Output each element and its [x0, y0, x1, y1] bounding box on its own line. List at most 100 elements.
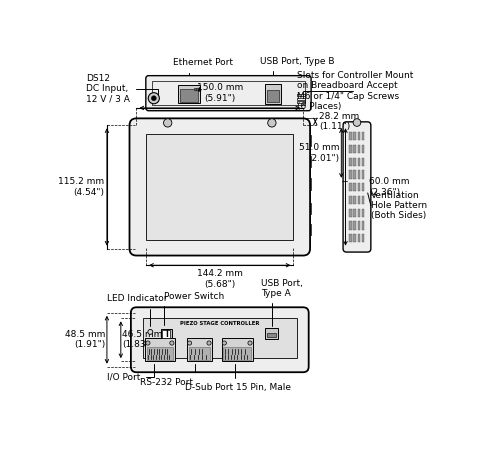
- Bar: [350, 145, 352, 153]
- Bar: [362, 234, 364, 242]
- Bar: [358, 196, 360, 204]
- Bar: [362, 196, 364, 204]
- Text: 144.2 mm
(5.68"): 144.2 mm (5.68"): [197, 269, 242, 289]
- Bar: [362, 132, 364, 140]
- Bar: [350, 196, 352, 204]
- Bar: [178, 85, 200, 103]
- Text: I/O Port: I/O Port: [107, 364, 154, 382]
- Bar: [354, 183, 356, 191]
- Bar: [354, 234, 356, 242]
- Text: Ethernet Port: Ethernet Port: [173, 58, 233, 74]
- Bar: [152, 81, 305, 105]
- Text: Power Switch: Power Switch: [164, 292, 224, 325]
- Bar: [129, 224, 138, 235]
- Bar: [302, 135, 311, 146]
- Text: 150.0 mm
(5.91"): 150.0 mm (5.91"): [196, 83, 243, 103]
- Bar: [350, 221, 352, 230]
- Text: 51.0 mm
(2.01"): 51.0 mm (2.01"): [299, 143, 340, 163]
- Bar: [180, 89, 198, 101]
- Circle shape: [222, 341, 226, 345]
- Bar: [358, 221, 360, 230]
- Bar: [350, 132, 352, 140]
- Text: I: I: [165, 330, 168, 339]
- Text: 28.2 mm
(1.11"): 28.2 mm (1.11"): [320, 112, 360, 131]
- Bar: [358, 145, 360, 153]
- Bar: [354, 196, 356, 204]
- Circle shape: [188, 341, 192, 345]
- Bar: [302, 156, 311, 167]
- Circle shape: [146, 341, 150, 345]
- Bar: [302, 203, 311, 214]
- Bar: [187, 338, 212, 361]
- Bar: [350, 209, 352, 217]
- Text: 115.2 mm
(4.54"): 115.2 mm (4.54"): [58, 177, 104, 197]
- FancyBboxPatch shape: [130, 118, 310, 256]
- Bar: [147, 347, 173, 360]
- Text: RS-232 Port: RS-232 Port: [140, 364, 196, 387]
- Bar: [161, 329, 172, 339]
- Bar: [354, 170, 356, 179]
- Bar: [354, 158, 356, 166]
- Text: 48.5 mm
(1.91"): 48.5 mm (1.91"): [65, 330, 105, 350]
- Bar: [129, 179, 138, 189]
- Circle shape: [152, 96, 156, 101]
- Text: 60.0 mm
(2.36"): 60.0 mm (2.36"): [369, 177, 410, 197]
- Bar: [350, 234, 352, 242]
- Circle shape: [148, 92, 160, 104]
- FancyBboxPatch shape: [131, 307, 308, 372]
- Text: Slots for Controller Mount
on Breadboard Accept
M6 or 1/4" Cap Screws
(6 Places): Slots for Controller Mount on Breadboard…: [297, 71, 414, 111]
- Bar: [362, 183, 364, 191]
- Bar: [350, 170, 352, 179]
- Bar: [302, 179, 311, 189]
- Bar: [362, 145, 364, 153]
- Bar: [266, 333, 276, 337]
- Bar: [145, 338, 174, 361]
- Bar: [266, 90, 279, 101]
- Bar: [354, 209, 356, 217]
- Bar: [129, 156, 138, 167]
- Circle shape: [207, 341, 211, 345]
- Bar: [265, 328, 278, 339]
- Circle shape: [194, 88, 197, 91]
- Circle shape: [196, 88, 199, 91]
- Bar: [265, 84, 281, 104]
- Bar: [297, 94, 305, 97]
- Bar: [358, 183, 360, 191]
- Polygon shape: [198, 87, 200, 91]
- Bar: [129, 135, 138, 146]
- Bar: [358, 158, 360, 166]
- Circle shape: [248, 341, 252, 345]
- Circle shape: [268, 119, 276, 127]
- Circle shape: [353, 119, 361, 126]
- Circle shape: [148, 330, 153, 334]
- Circle shape: [164, 119, 172, 127]
- Text: USB Port,
Type A: USB Port, Type A: [262, 279, 304, 326]
- Bar: [129, 203, 138, 214]
- Bar: [142, 318, 297, 358]
- Bar: [188, 347, 210, 360]
- Bar: [302, 224, 311, 235]
- Bar: [358, 170, 360, 179]
- Bar: [297, 98, 305, 100]
- Bar: [358, 209, 360, 217]
- Bar: [222, 338, 253, 361]
- Bar: [350, 183, 352, 191]
- Bar: [224, 347, 251, 360]
- Bar: [362, 221, 364, 230]
- Bar: [358, 234, 360, 242]
- Bar: [362, 209, 364, 217]
- Bar: [362, 158, 364, 166]
- Text: DS12
DC Input,
12 V / 3 A: DS12 DC Input, 12 V / 3 A: [86, 74, 158, 104]
- Text: D-Sub Port 15 Pin, Male: D-Sub Port 15 Pin, Male: [185, 364, 291, 392]
- Bar: [362, 170, 364, 179]
- Bar: [358, 132, 360, 140]
- Text: USB Port, Type B: USB Port, Type B: [260, 56, 335, 74]
- Text: LED Indicator: LED Indicator: [107, 295, 168, 327]
- Bar: [354, 221, 356, 230]
- Bar: [162, 330, 170, 338]
- Bar: [354, 132, 356, 140]
- Bar: [350, 158, 352, 166]
- Bar: [297, 101, 305, 103]
- Text: Ventilation
Hole Pattern
(Both Sides): Ventilation Hole Pattern (Both Sides): [371, 190, 427, 221]
- Circle shape: [170, 341, 174, 345]
